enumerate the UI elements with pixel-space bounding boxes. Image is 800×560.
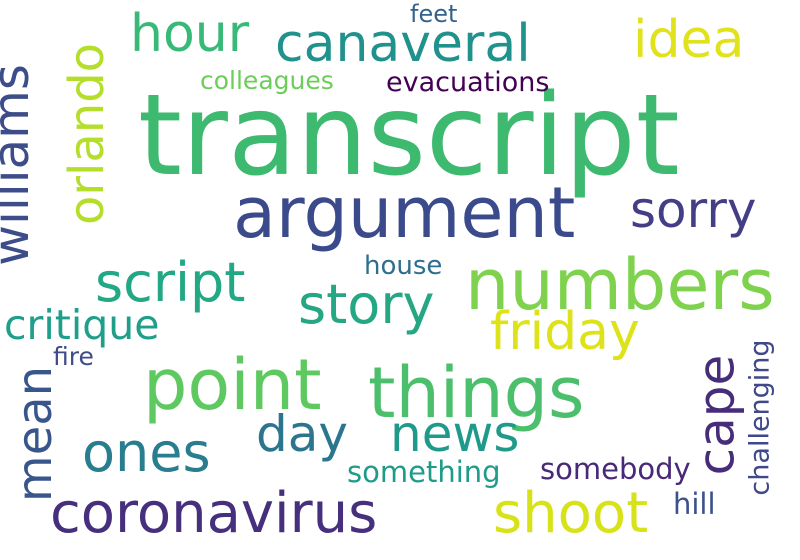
word-hour: hour — [130, 4, 250, 64]
word-mean: mean — [7, 365, 64, 503]
word-hill: hill — [673, 487, 716, 521]
word-ones: ones — [82, 421, 211, 484]
word-colleagues: colleagues — [200, 66, 334, 95]
word-story: story — [298, 273, 435, 336]
word-argument: argument — [233, 172, 576, 254]
word-critique: critique — [4, 301, 160, 349]
word-script: script — [95, 251, 246, 314]
word-evacuations: evacuations — [386, 67, 550, 98]
word-coronavirus: coronavirus — [50, 481, 378, 546]
word-williams: williams — [0, 64, 40, 266]
word-day: day — [256, 405, 348, 463]
word-orlando: orlando — [59, 42, 116, 226]
word-cape: cape — [687, 354, 746, 476]
word-sorry: sorry — [630, 181, 757, 239]
word-somebody: somebody — [540, 452, 691, 486]
word-friday: friday — [490, 302, 640, 362]
word-fire: fire — [53, 342, 94, 371]
word-news: news — [390, 405, 520, 463]
word-canaveral: canaveral — [275, 14, 531, 74]
word-house: house — [364, 251, 443, 281]
word-challenging: challenging — [744, 339, 776, 496]
word-numbers: numbers — [465, 244, 775, 326]
word-things: things — [368, 352, 585, 434]
word-transcript: transcript — [138, 71, 680, 201]
word-something: something — [347, 455, 501, 489]
word-point: point — [143, 344, 322, 426]
word-feet: feet — [410, 0, 458, 28]
word-idea: idea — [633, 10, 745, 70]
word-shoot: shoot — [493, 481, 649, 546]
